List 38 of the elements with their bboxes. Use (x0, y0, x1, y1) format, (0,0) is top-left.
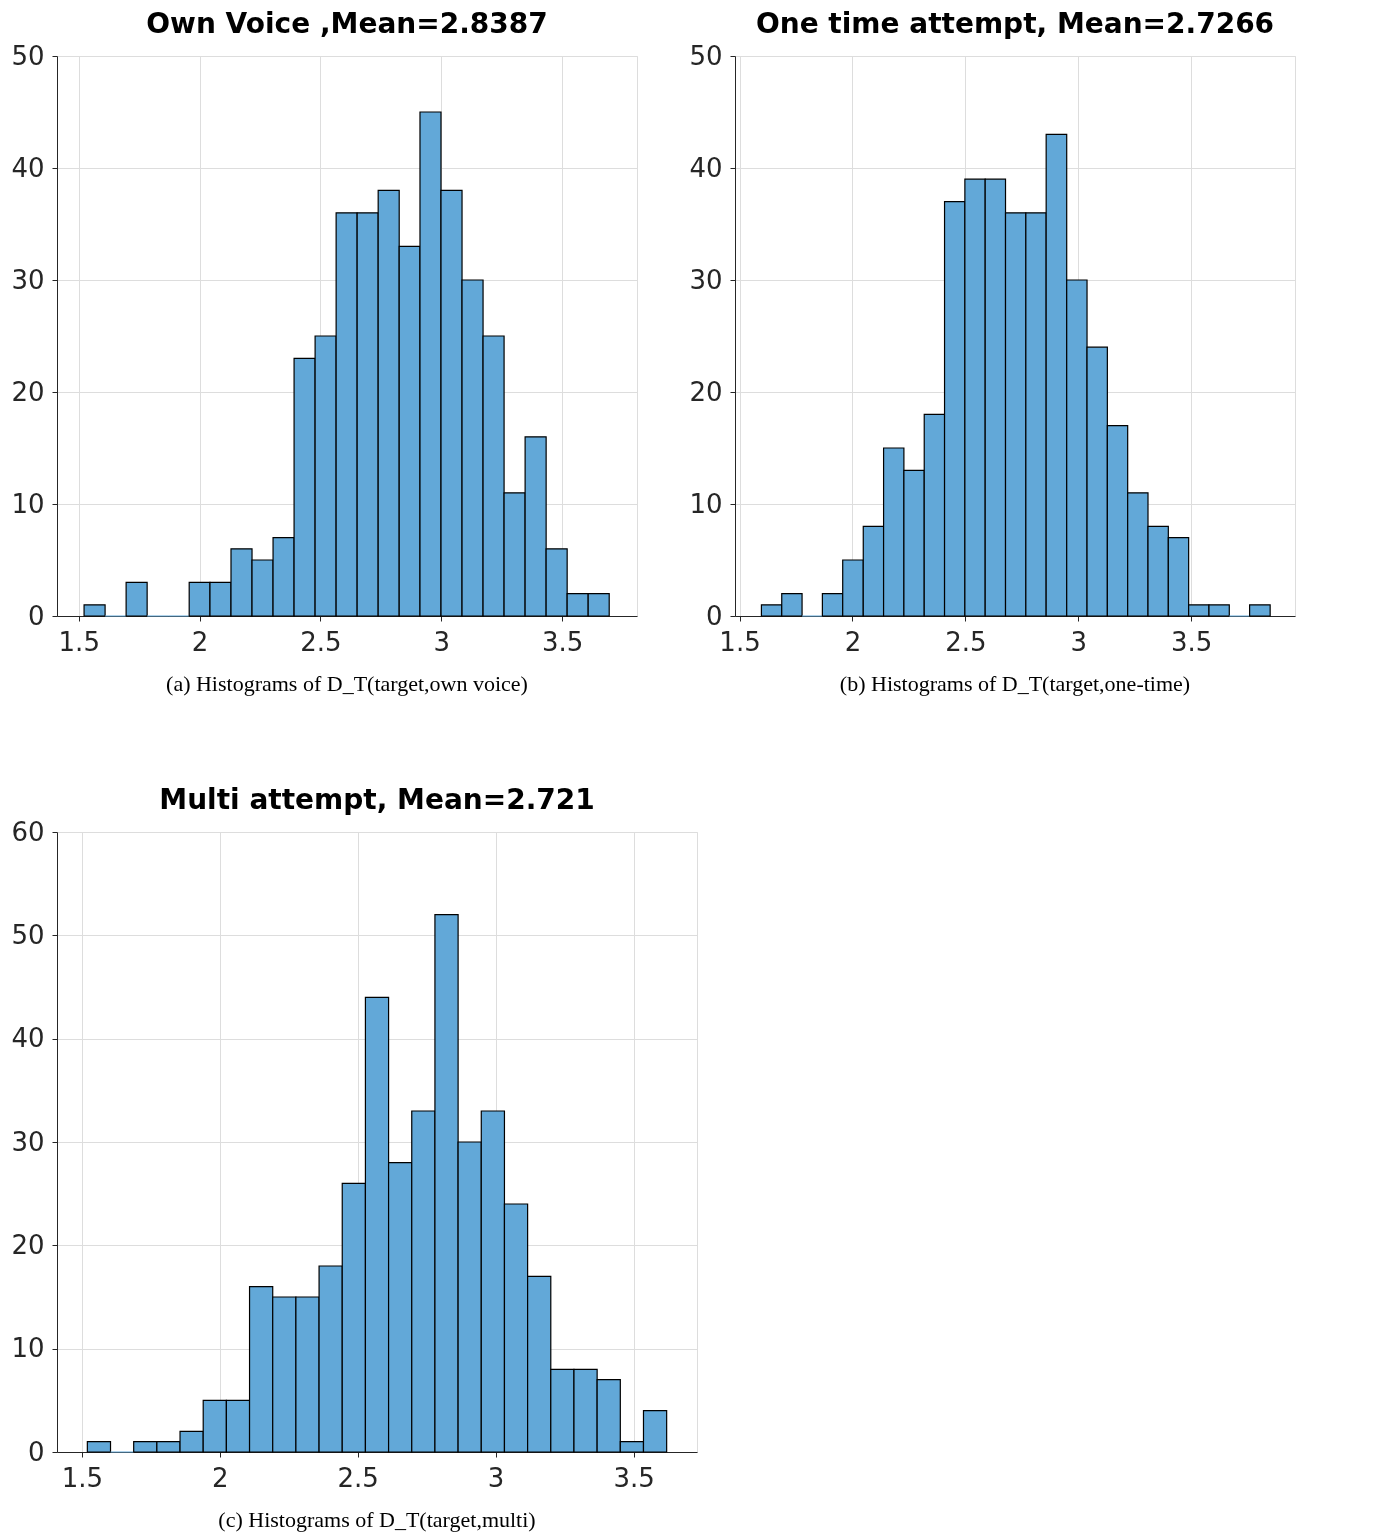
x-tick-label: 2.5 (945, 626, 987, 657)
y-tick-label: 40 (11, 1023, 45, 1054)
x-tick-label: 1.5 (58, 626, 100, 657)
y-tick-label: 40 (689, 152, 723, 183)
y-tick-label: 50 (11, 40, 45, 71)
x-tick-label: 1.5 (61, 1462, 104, 1493)
x-tick-label: 3.5 (541, 626, 584, 657)
y-tick-label: 0 (27, 1436, 45, 1467)
y-tick-label: 40 (11, 152, 45, 183)
y-tick-label: 20 (689, 376, 723, 407)
chart-title: Own Voice ,Mean=2.8387 (146, 7, 548, 40)
y-tick-label: 50 (11, 919, 45, 950)
x-tick-label: 3 (1070, 626, 1087, 657)
x-tick-label: 3.5 (1170, 626, 1213, 657)
text: (b) Histograms of D_T(target,one-time) (839, 671, 1191, 696)
y-tick-label: 0 (27, 600, 45, 631)
y-tick-label: 10 (689, 488, 723, 519)
text: (a) Histograms of D_T(target,own voice) (166, 671, 528, 696)
y-tick-label: 50 (689, 40, 723, 71)
x-tick-label: 3 (487, 1462, 505, 1493)
y-tick-label: 10 (11, 1333, 45, 1364)
y-tick-label: 20 (11, 376, 45, 407)
y-tick-label: 60 (11, 816, 45, 847)
x-tick-label: 2.5 (300, 626, 342, 657)
chart-title: One time attempt, Mean=2.7266 (755, 7, 1275, 40)
x-tick-label: 2 (844, 626, 862, 657)
y-tick-label: 30 (11, 264, 45, 295)
y-tick-label: 10 (11, 488, 45, 519)
x-tick-label: 2 (211, 1462, 229, 1493)
chart-title: Multi attempt, Mean=2.721 (159, 783, 595, 816)
x-tick-label: 3.5 (613, 1462, 655, 1493)
y-tick-label: 30 (689, 264, 723, 295)
x-tick-label: 2.5 (337, 1462, 379, 1493)
y-tick-label: 20 (11, 1229, 45, 1260)
text: (c) Histograms of D_T(target,multi) (218, 1507, 536, 1532)
x-tick-label: 3 (433, 626, 451, 657)
x-tick-label: 2 (191, 626, 209, 657)
y-tick-label: 30 (11, 1126, 45, 1157)
